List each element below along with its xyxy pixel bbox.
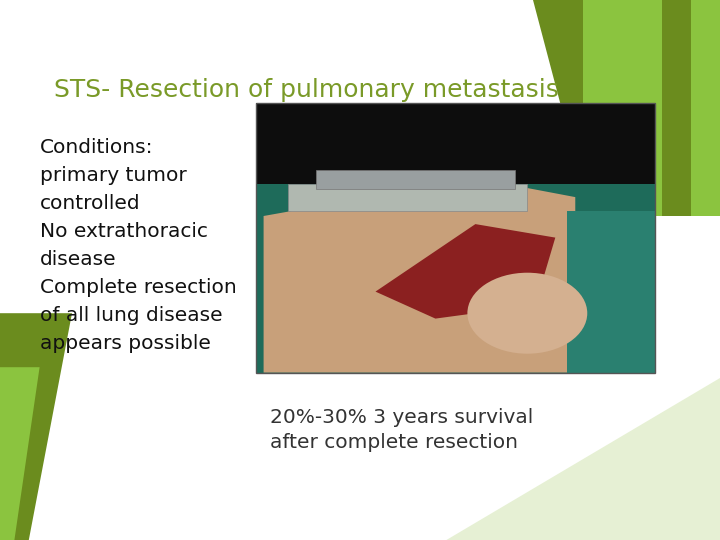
Polygon shape [533, 0, 720, 216]
Bar [256, 103, 655, 184]
Bar [256, 103, 655, 373]
Polygon shape [264, 178, 575, 373]
Ellipse shape [467, 273, 588, 354]
Polygon shape [0, 313, 72, 540]
Text: 20%-30% 3 years survival
after complete resection: 20%-30% 3 years survival after complete … [270, 408, 534, 451]
Polygon shape [583, 0, 662, 216]
Polygon shape [376, 224, 555, 319]
Text: STS- Resection of pulmonary metastasis: STS- Resection of pulmonary metastasis [54, 78, 559, 102]
Polygon shape [0, 367, 40, 540]
Bar [315, 170, 516, 189]
Bar [567, 211, 655, 373]
Bar [256, 103, 655, 373]
Polygon shape [691, 0, 720, 216]
Text: Conditions:
primary tumor
controlled
No extrathoracic
disease
Complete resection: Conditions: primary tumor controlled No … [40, 138, 236, 353]
Polygon shape [446, 378, 720, 540]
Bar [287, 184, 527, 211]
